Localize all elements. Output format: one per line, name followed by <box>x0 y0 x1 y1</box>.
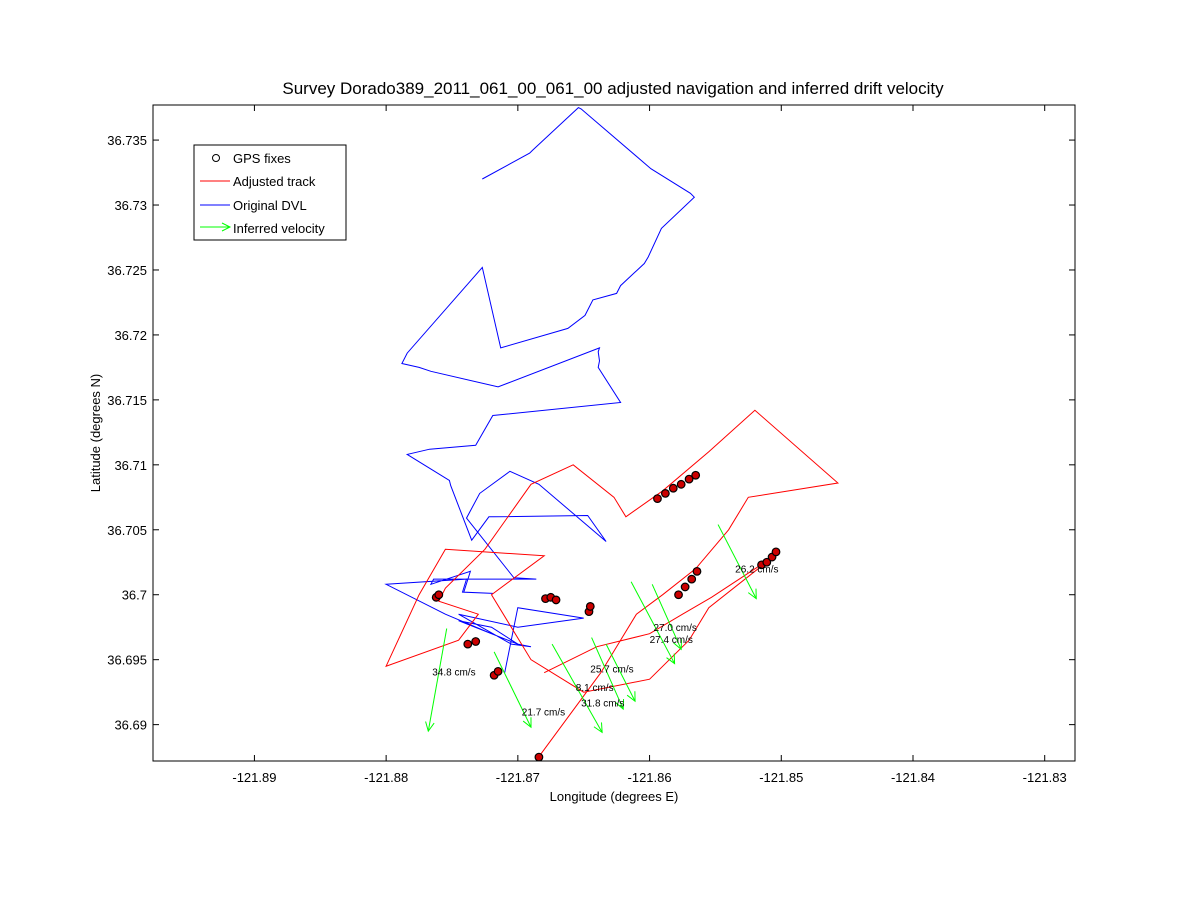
gps-fix-point <box>434 590 444 600</box>
x-tick-label: -121.89 <box>232 770 276 785</box>
y-tick-label: 36.71 <box>114 458 147 473</box>
gps-fixes-layer <box>431 470 781 761</box>
gps-fix-point <box>471 637 481 646</box>
gps-fix-point <box>691 470 701 480</box>
velocity-arrow <box>717 524 757 600</box>
velocity-arrow-shaft <box>630 581 676 664</box>
gps-fix-point <box>463 639 473 649</box>
x-tick-label: -121.83 <box>1023 770 1067 785</box>
velocity-label: 27.4 cm/s <box>650 635 693 646</box>
legend-velocity-arrow-icon <box>200 222 232 232</box>
chart-title: Survey Dorado389_2011_061_00_061_00 adju… <box>282 79 944 98</box>
y-tick-label: 36.715 <box>107 393 147 408</box>
y-tick-label: 36.69 <box>114 718 147 733</box>
x-tick-label: -121.87 <box>496 770 540 785</box>
velocity-label: 27.0 cm/s <box>654 623 697 634</box>
velocity-label: 26.2 cm/s <box>735 565 778 576</box>
velocity-arrow-head <box>593 722 603 734</box>
x-axis-ticks: -121.89 -121.88 -121.87 -121.86 -121.85 -121.… <box>232 105 1067 785</box>
gps-fix-point <box>771 547 781 557</box>
legend: GPS fixes Adjusted track Original DVL In… <box>193 144 347 241</box>
x-tick-label: -121.88 <box>364 770 408 785</box>
velocity-arrow-head <box>626 691 636 703</box>
y-tick-label: 36.725 <box>107 263 147 278</box>
gps-fix-point <box>684 474 694 484</box>
velocity-labels-layer: 34.8 cm/s 21.7 cm/s 31.8 cm/s 8.1 cm/s 25.7 … <box>432 565 778 719</box>
velocity-arrow <box>551 643 603 734</box>
velocity-arrow <box>605 643 636 703</box>
x-tick-label: -121.84 <box>891 770 935 785</box>
velocity-arrow-shaft <box>717 524 757 599</box>
legend-box <box>193 144 347 241</box>
velocity-arrow-shaft <box>551 643 603 733</box>
gps-fix-point <box>585 602 595 611</box>
y-tick-label: 36.705 <box>107 523 147 538</box>
velocity-arrow <box>651 584 682 651</box>
velocity-arrow-head <box>522 717 532 729</box>
gps-fix-point <box>551 595 561 605</box>
gps-fix-point <box>674 590 683 600</box>
y-tick-label: 36.73 <box>114 198 147 213</box>
velocity-arrow <box>493 651 532 729</box>
gps-fix-point <box>668 483 678 493</box>
y-tick-label: 36.72 <box>114 328 147 343</box>
velocity-arrow-shaft <box>427 628 448 732</box>
x-axis-label: Longitude (degrees E) <box>550 789 679 804</box>
velocity-arrow-shaft <box>493 651 532 728</box>
velocity-arrow-head <box>673 639 682 651</box>
gps-fix-point <box>660 489 670 498</box>
velocity-arrow-shaft <box>591 637 624 710</box>
velocity-arrow <box>425 628 448 733</box>
gps-fix-point <box>762 557 772 567</box>
velocity-label: 31.8 cm/s <box>581 698 624 709</box>
y-axis-ticks: 36.69 36.695 36.7 36.705 36.71 36.715 36.72 36.… <box>107 133 1075 733</box>
y-tick-label: 36.695 <box>107 653 147 668</box>
plot-frame <box>152 104 1076 762</box>
legend-entry-inferred-velocity: Inferred velocity <box>233 221 325 236</box>
y-axis-label: Latitude (degrees N) <box>88 374 103 493</box>
legend-entry-gps-fixes: GPS fixes <box>233 151 291 166</box>
velocity-arrow-head <box>747 588 757 600</box>
velocity-label: 8.1 cm/s <box>576 683 614 694</box>
gps-fix-point <box>493 666 503 676</box>
adjusted-track-line <box>385 409 840 759</box>
velocity-arrow-shaft <box>651 584 682 650</box>
y-tick-label: 36.7 <box>122 588 147 603</box>
velocity-arrow-head <box>425 721 435 733</box>
velocity-layer <box>425 524 757 734</box>
velocity-arrow <box>630 581 676 665</box>
gps-fix-point <box>692 566 702 576</box>
legend-gps-marker <box>212 154 220 162</box>
series-layer <box>384 107 840 759</box>
velocity-label: 21.7 cm/s <box>522 708 565 719</box>
original-dvl-line <box>384 107 696 673</box>
velocity-arrow-head <box>666 653 676 665</box>
legend-entry-adjusted-track: Adjusted track <box>233 174 316 189</box>
velocity-label: 34.8 cm/s <box>432 667 475 678</box>
velocity-arrow <box>591 637 625 711</box>
x-tick-label: -121.85 <box>759 770 803 785</box>
y-tick-label: 36.735 <box>107 133 147 148</box>
gps-fix-point <box>680 582 690 592</box>
velocity-label: 25.7 cm/s <box>590 665 633 676</box>
legend-entry-original-dvl: Original DVL <box>233 198 307 213</box>
velocity-arrow-head <box>615 699 625 711</box>
gps-fix-point <box>676 479 686 489</box>
gps-fix-point <box>687 574 697 584</box>
gps-fix-point <box>653 494 662 504</box>
x-tick-label: -121.86 <box>628 770 672 785</box>
velocity-arrow-shaft <box>605 643 636 702</box>
gps-fix-point <box>534 752 544 761</box>
